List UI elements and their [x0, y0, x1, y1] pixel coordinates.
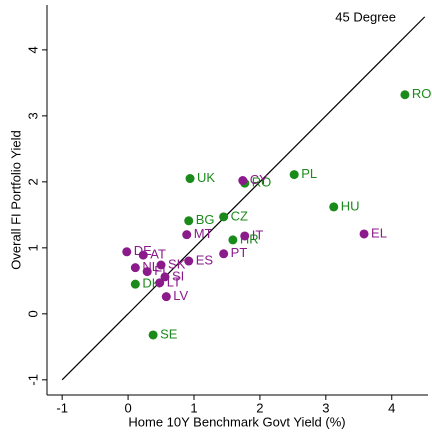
point-label: AT: [150, 247, 166, 262]
point: [184, 216, 194, 226]
point-label: ES: [196, 252, 214, 267]
point-label: LV: [173, 288, 188, 303]
point-label: DK: [142, 276, 160, 291]
point: [184, 256, 194, 266]
y-tick-label: 0: [25, 310, 40, 317]
point: [155, 278, 165, 288]
point: [329, 202, 339, 212]
point: [240, 231, 250, 241]
point: [142, 267, 152, 277]
point-label: SI: [172, 268, 184, 283]
point: [122, 247, 132, 257]
point-label: HU: [341, 198, 360, 213]
point: [238, 176, 248, 186]
point: [289, 170, 299, 180]
y-tick-label: -1: [25, 374, 40, 386]
y-axis-title: Overall FI Portfolio Yield: [8, 130, 23, 269]
point: [400, 90, 410, 100]
x-tick-label: 1: [190, 400, 197, 415]
point-label: PT: [231, 245, 248, 260]
y-tick-label: 3: [25, 112, 40, 119]
point: [160, 272, 170, 282]
point: [185, 174, 195, 184]
x-tick-label: 2: [256, 400, 263, 415]
point-label: CZ: [231, 208, 248, 223]
point: [161, 292, 171, 302]
x-tick-label: 4: [388, 400, 395, 415]
point: [138, 250, 148, 260]
point: [182, 230, 192, 240]
point-label: SK: [168, 256, 186, 271]
y-tick-label: 1: [25, 244, 40, 251]
x-tick-label: 0: [124, 400, 131, 415]
point-label: IT: [252, 227, 264, 242]
point-label: RO: [412, 86, 432, 101]
reference-label: 45 Degree: [335, 9, 396, 24]
point: [130, 263, 140, 273]
point-label: RO: [252, 175, 271, 190]
point: [359, 229, 369, 239]
x-tick-label: -1: [56, 400, 68, 415]
y-tick-label: 2: [25, 178, 40, 185]
point-label: BG: [196, 212, 215, 227]
y-tick-label: 4: [25, 46, 40, 53]
reference-line: [61, 16, 426, 381]
point: [148, 330, 158, 340]
point-label: CY: [250, 172, 268, 187]
point-label: LT: [167, 274, 181, 289]
point-label: SE: [160, 326, 178, 341]
point-label: EL: [371, 225, 387, 240]
point: [130, 279, 140, 289]
point-label: UK: [197, 170, 215, 185]
point-label: MT: [194, 226, 213, 241]
point: [228, 235, 238, 245]
point: [219, 212, 229, 222]
point-label: PL: [301, 166, 317, 181]
point: [219, 249, 229, 259]
point: [156, 260, 166, 270]
x-tick-label: 3: [322, 400, 329, 415]
x-axis-title: Home 10Y Benchmark Govt Yield (%): [128, 414, 345, 429]
point-label: FI: [154, 263, 166, 278]
